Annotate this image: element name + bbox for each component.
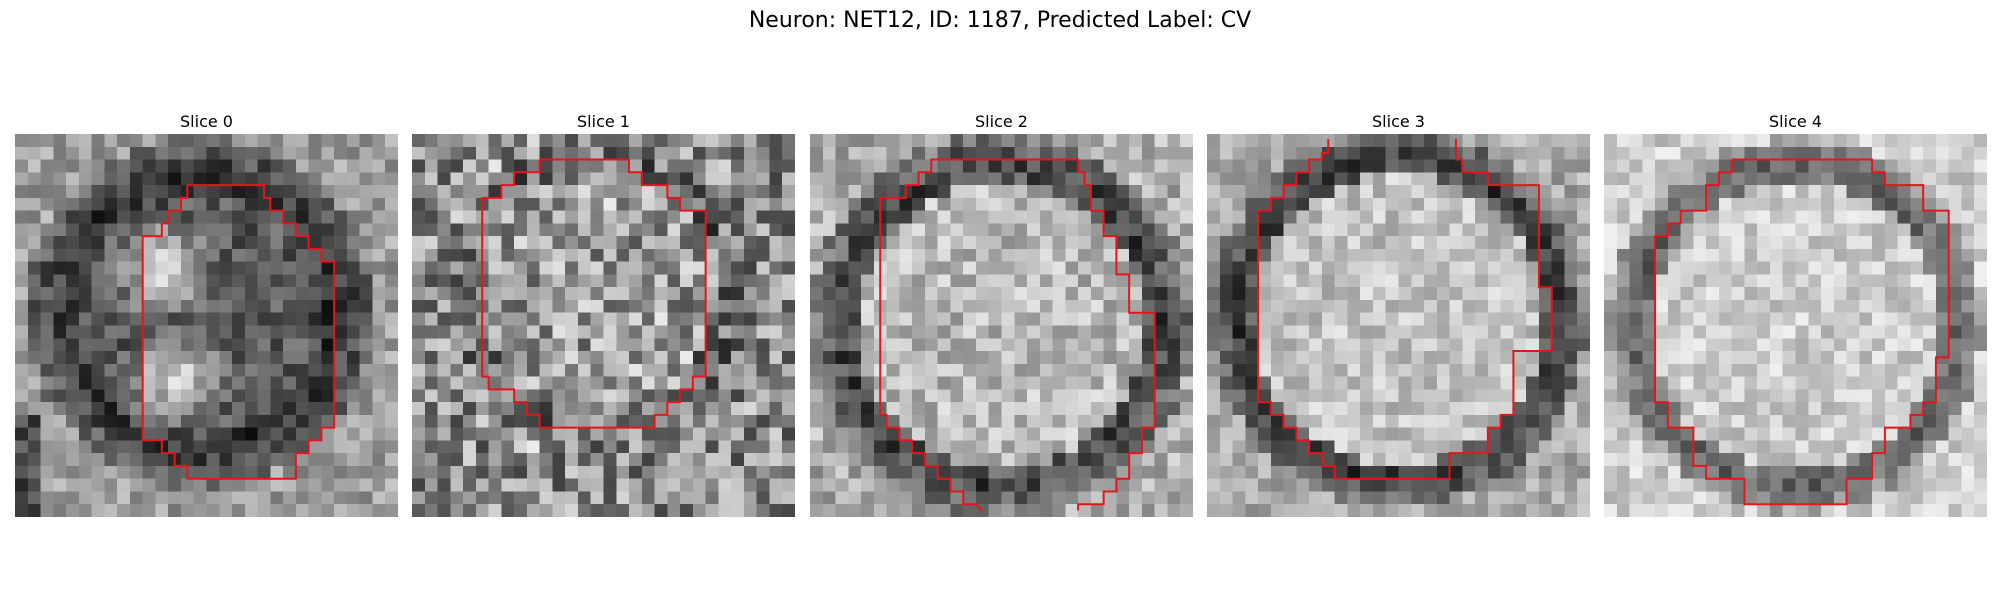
contour-line bbox=[1655, 160, 1949, 505]
slice-title: Slice 4 bbox=[1769, 112, 1822, 131]
slice-title: Slice 0 bbox=[180, 112, 233, 131]
segmentation-contour bbox=[810, 134, 1193, 517]
segmentation-contour bbox=[15, 134, 398, 517]
slice-title: Slice 2 bbox=[975, 112, 1028, 131]
contour-line bbox=[482, 160, 705, 428]
contour-line bbox=[1258, 139, 1552, 479]
slice-title: Slice 1 bbox=[577, 112, 630, 131]
slice-panel-2: Slice 2 bbox=[810, 110, 1193, 517]
slice-image bbox=[1207, 134, 1590, 517]
slice-image bbox=[1604, 134, 1987, 517]
slice-image bbox=[15, 134, 398, 517]
slice-title: Slice 3 bbox=[1372, 112, 1425, 131]
segmentation-contour bbox=[412, 134, 795, 517]
slice-panel-4: Slice 4 bbox=[1604, 110, 1987, 517]
slice-image bbox=[412, 134, 795, 517]
slice-panel-3: Slice 3 bbox=[1207, 110, 1590, 517]
grayscale-image bbox=[412, 134, 795, 517]
slice-panel-0: Slice 0 bbox=[15, 110, 398, 517]
segmentation-contour bbox=[1604, 134, 1987, 517]
segmentation-contour bbox=[1207, 134, 1590, 517]
contour-line bbox=[880, 160, 1154, 511]
figure-title: Neuron: NET12, ID: 1187, Predicted Label… bbox=[748, 8, 1252, 33]
contour-line bbox=[143, 185, 335, 479]
slice-image bbox=[810, 134, 1193, 517]
slice-panel-1: Slice 1 bbox=[412, 110, 795, 517]
